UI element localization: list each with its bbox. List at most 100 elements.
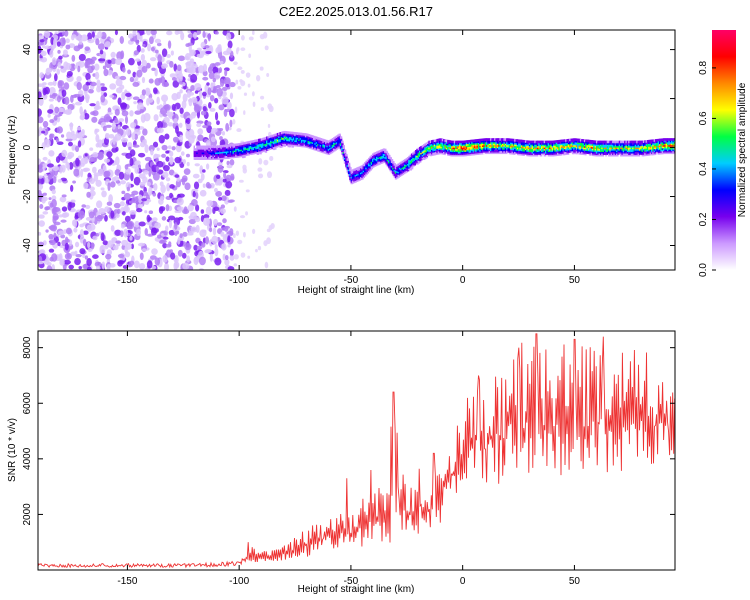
signal-cell bbox=[400, 161, 403, 165]
signal-cell bbox=[412, 161, 415, 164]
signal-cell bbox=[633, 148, 636, 151]
noise-speckle bbox=[156, 147, 160, 151]
noise-speckle bbox=[132, 96, 140, 101]
signal-cell bbox=[608, 150, 611, 154]
signal-cell bbox=[275, 145, 278, 148]
signal-cell bbox=[432, 148, 435, 152]
signal-cell bbox=[385, 150, 388, 154]
noise-speckle bbox=[112, 245, 119, 251]
signal-cell bbox=[342, 156, 345, 160]
signal-cell bbox=[255, 139, 258, 142]
noise-speckle bbox=[153, 153, 161, 158]
signal-cell bbox=[385, 153, 388, 157]
signal-cell bbox=[219, 154, 222, 157]
signal-cell bbox=[561, 146, 564, 150]
signal-cell bbox=[630, 153, 634, 157]
signal-cell bbox=[367, 160, 371, 164]
signal-cell bbox=[366, 159, 370, 162]
signal-cell bbox=[363, 171, 367, 174]
signal-cell bbox=[486, 148, 489, 152]
signal-cell bbox=[472, 142, 475, 146]
signal-cell bbox=[671, 144, 674, 147]
noise-speckle bbox=[206, 121, 212, 126]
signal-cell bbox=[551, 150, 555, 154]
signal-cell bbox=[247, 142, 250, 146]
signal-cell bbox=[477, 146, 481, 149]
signal-cell bbox=[329, 142, 332, 146]
noise-speckle bbox=[152, 217, 158, 222]
signal-cell bbox=[581, 147, 584, 151]
noise-speckle bbox=[163, 230, 168, 236]
noise-speckle bbox=[148, 144, 155, 152]
signal-cell bbox=[233, 153, 237, 157]
signal-cell bbox=[303, 144, 307, 148]
signal-cell bbox=[414, 155, 418, 159]
signal-cell bbox=[582, 139, 585, 142]
signal-cell bbox=[487, 141, 490, 144]
signal-cell bbox=[377, 159, 380, 163]
signal-cell bbox=[333, 141, 336, 145]
signal-cell bbox=[317, 144, 320, 148]
signal-cell bbox=[334, 136, 337, 139]
signal-cell bbox=[359, 177, 363, 181]
signal-cell bbox=[268, 145, 272, 149]
signal-cell bbox=[646, 141, 650, 145]
signal-cell bbox=[292, 137, 296, 141]
signal-cell bbox=[609, 153, 612, 157]
signal-cell bbox=[425, 154, 429, 157]
signal-cell bbox=[341, 152, 344, 156]
signal-cell bbox=[520, 145, 524, 149]
noise-speckle bbox=[224, 189, 231, 197]
signal-cell bbox=[453, 140, 457, 144]
signal-cell bbox=[398, 172, 402, 176]
signal-cell bbox=[566, 139, 569, 142]
signal-cell bbox=[507, 145, 510, 149]
signal-cell bbox=[255, 146, 258, 150]
signal-cell bbox=[267, 141, 270, 145]
signal-cell bbox=[578, 140, 581, 143]
signal-cell bbox=[567, 141, 571, 145]
noise-speckle bbox=[172, 80, 180, 88]
signal-cell bbox=[504, 144, 508, 147]
signal-cell bbox=[583, 148, 587, 151]
signal-cell bbox=[664, 151, 667, 155]
signal-cell bbox=[508, 147, 512, 150]
noise-speckle bbox=[218, 197, 223, 201]
signal-cell bbox=[460, 150, 463, 154]
signal-cell bbox=[669, 141, 673, 144]
signal-cell bbox=[443, 139, 446, 142]
signal-cell bbox=[510, 140, 513, 143]
signal-cell bbox=[197, 155, 201, 159]
signal-cell bbox=[283, 139, 286, 143]
signal-cell bbox=[292, 133, 296, 137]
noise-speckle bbox=[221, 96, 229, 105]
noise-speckle bbox=[90, 111, 96, 116]
noise-speckle bbox=[158, 134, 165, 144]
signal-cell bbox=[354, 168, 357, 171]
signal-cell bbox=[444, 151, 447, 154]
signal-cell bbox=[577, 150, 580, 153]
noise-speckle bbox=[220, 208, 226, 215]
signal-cell bbox=[667, 141, 670, 144]
signal-cell bbox=[237, 147, 241, 151]
noise-speckle bbox=[198, 256, 206, 266]
signal-cell bbox=[350, 169, 353, 173]
signal-cell bbox=[431, 148, 434, 152]
noise-speckle bbox=[39, 39, 45, 43]
noise-speckle bbox=[71, 54, 76, 62]
signal-cell bbox=[618, 152, 622, 156]
signal-cell bbox=[260, 138, 264, 141]
noise-speckle bbox=[154, 222, 162, 229]
signal-cell bbox=[610, 142, 614, 145]
signal-cell bbox=[385, 158, 388, 161]
signal-cell bbox=[640, 143, 643, 147]
signal-cell bbox=[637, 143, 640, 147]
signal-cell bbox=[424, 152, 427, 155]
signal-cell bbox=[561, 149, 564, 153]
signal-cell bbox=[479, 138, 482, 142]
signal-cell bbox=[467, 150, 470, 153]
signal-cell bbox=[507, 142, 510, 146]
signal-cell bbox=[634, 142, 638, 145]
signal-cell bbox=[590, 147, 594, 151]
noise-speckle bbox=[131, 190, 139, 196]
